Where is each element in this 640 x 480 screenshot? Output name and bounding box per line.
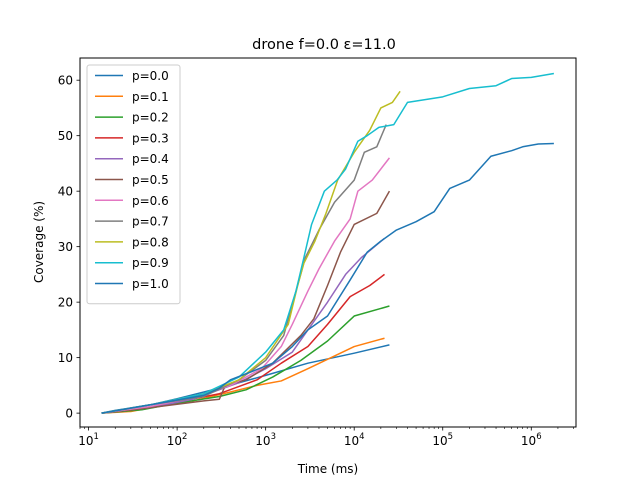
legend-label-10: p=1.0 <box>132 277 169 291</box>
x-tick-label: 102 <box>167 432 188 448</box>
x-tick-label: 106 <box>521 432 542 448</box>
x-tick-label: 103 <box>255 432 276 448</box>
x-axis-label: Time (ms) <box>297 462 359 476</box>
series-line-9 <box>101 72 555 414</box>
legend-box <box>86 64 181 305</box>
legend-label-6: p=0.6 <box>132 194 169 208</box>
series-line-5 <box>101 190 391 414</box>
y-tick-label: 50 <box>58 129 73 143</box>
legend-label-5: p=0.5 <box>132 173 169 187</box>
legend-label-9: p=0.9 <box>132 256 169 270</box>
series-line-4 <box>101 237 385 414</box>
legend-label-1: p=0.1 <box>132 90 169 104</box>
y-tick-label: 30 <box>58 240 73 254</box>
series-layer <box>101 72 555 414</box>
y-tick-label: 10 <box>58 351 73 365</box>
x-tick-label: 104 <box>344 432 365 448</box>
legend-label-8: p=0.8 <box>132 235 169 249</box>
x-tick-label: 101 <box>78 432 99 448</box>
y-axis: 0 10 20 30 40 50 60 <box>58 74 80 421</box>
legend-label-4: p=0.4 <box>132 152 169 166</box>
legend: p=0.0 p=0.1 p=0.2 p=0.3 p=0.4 p=0.5 p=0.6 p=0.7… <box>86 64 181 305</box>
chart-title: drone f=0.0 ε=11.0 <box>252 37 396 53</box>
y-tick-label: 0 <box>65 407 73 421</box>
y-tick-label: 20 <box>58 296 73 310</box>
plot-frame <box>79 57 577 428</box>
y-tick-label: 40 <box>58 185 73 199</box>
legend-label-2: p=0.2 <box>132 111 169 125</box>
x-axis: 101 102 103 104 105 106 <box>78 427 574 448</box>
y-tick-label: 60 <box>58 74 73 88</box>
y-axis-label: Coverage (%) <box>32 201 46 283</box>
legend-label-3: p=0.3 <box>132 131 169 145</box>
series-line-10 <box>101 142 554 414</box>
legend-label-7: p=0.7 <box>132 215 169 229</box>
x-tick-label: 105 <box>432 432 453 448</box>
legend-label-0: p=0.0 <box>132 69 169 83</box>
